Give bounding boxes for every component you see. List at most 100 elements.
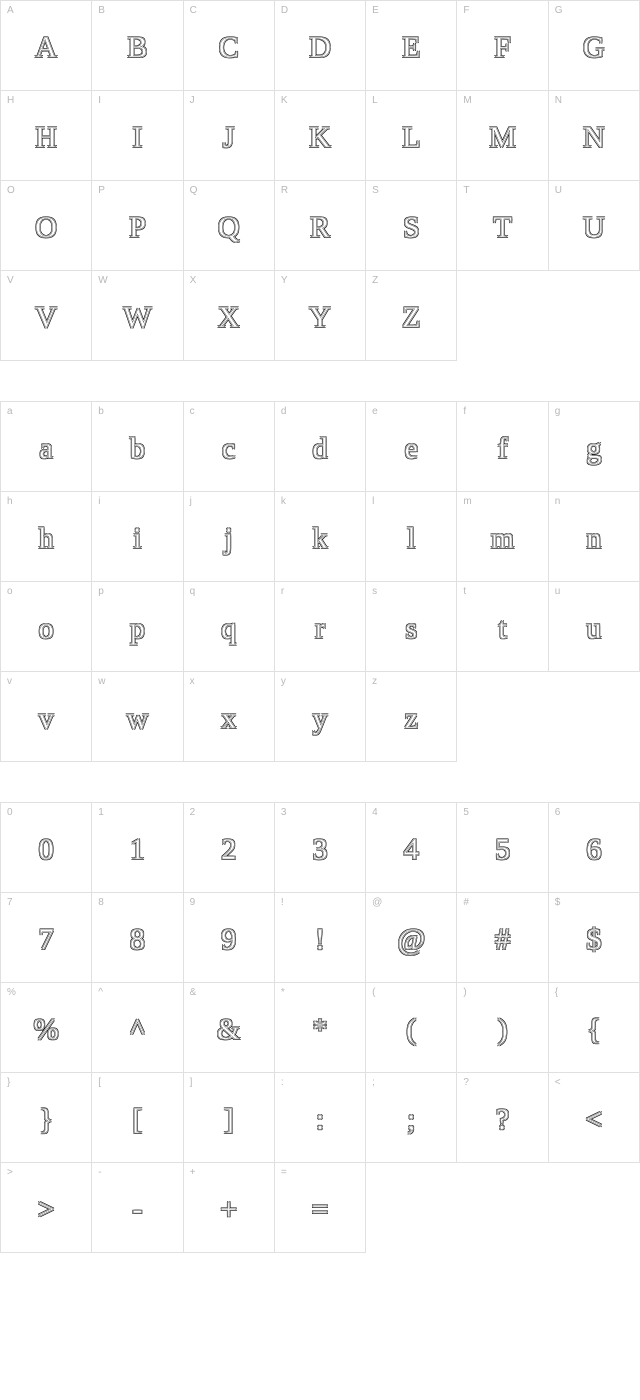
glyph-cell[interactable]: :: xyxy=(275,1073,366,1163)
glyph-cell[interactable]: LL xyxy=(366,91,457,181)
glyph-cell[interactable]: 33 xyxy=(275,803,366,893)
key-label: g xyxy=(555,406,561,417)
glyph-display: H xyxy=(35,123,57,153)
glyph-cell[interactable]: ;; xyxy=(366,1073,457,1163)
glyph-display: r xyxy=(315,614,325,644)
glyph-display: b xyxy=(130,434,145,464)
glyph-cell[interactable]: KK xyxy=(275,91,366,181)
glyph-cell[interactable]: << xyxy=(549,1073,640,1163)
glyph-cell[interactable]: $$ xyxy=(549,893,640,983)
glyph-cell[interactable]: 99 xyxy=(184,893,275,983)
glyph-display: W xyxy=(123,303,151,333)
glyph-cell[interactable]: >> xyxy=(1,1163,92,1253)
glyph-cell[interactable]: (( xyxy=(366,983,457,1073)
glyph-cell[interactable]: PP xyxy=(92,181,183,271)
glyph-cell[interactable]: ?? xyxy=(457,1073,548,1163)
glyph-cell[interactable]: ee xyxy=(366,402,457,492)
glyph-cell[interactable]: 77 xyxy=(1,893,92,983)
glyph-cell[interactable]: 22 xyxy=(184,803,275,893)
key-label: I xyxy=(98,95,101,106)
glyph-cell[interactable]: uu xyxy=(549,582,640,672)
glyph-cell[interactable]: ** xyxy=(275,983,366,1073)
glyph-cell[interactable]: ZZ xyxy=(366,271,457,361)
glyph-cell[interactable]: 44 xyxy=(366,803,457,893)
glyph-display: 6 xyxy=(586,835,601,865)
glyph-cell[interactable]: nn xyxy=(549,492,640,582)
glyph-cell[interactable]: OO xyxy=(1,181,92,271)
glyph-cell[interactable]: 55 xyxy=(457,803,548,893)
glyph-cell[interactable]: ]] xyxy=(184,1073,275,1163)
glyph-cell[interactable]: {{ xyxy=(549,983,640,1073)
glyph-cell[interactable]: ++ xyxy=(184,1163,275,1253)
glyph-display: a xyxy=(39,434,52,464)
glyph-cell[interactable]: qq xyxy=(184,582,275,672)
glyph-cell[interactable]: BB xyxy=(92,1,183,91)
glyph-cell[interactable]: pp xyxy=(92,582,183,672)
glyph-cell[interactable]: zz xyxy=(366,672,457,762)
glyph-cell[interactable]: ^^ xyxy=(92,983,183,1073)
glyph-cell[interactable]: ss xyxy=(366,582,457,672)
glyph-display: + xyxy=(220,1195,237,1225)
glyph-cell[interactable]: EE xyxy=(366,1,457,91)
glyph-cell[interactable]: aa xyxy=(1,402,92,492)
glyph-cell[interactable]: WW xyxy=(92,271,183,361)
glyph-cell[interactable]: cc xyxy=(184,402,275,492)
glyph-cell[interactable]: vv xyxy=(1,672,92,762)
glyph-cell[interactable]: FF xyxy=(457,1,548,91)
key-label: p xyxy=(98,586,104,597)
glyph-cell[interactable]: UU xyxy=(549,181,640,271)
glyph-cell[interactable]: HH xyxy=(1,91,92,181)
glyph-cell[interactable]: TT xyxy=(457,181,548,271)
glyph-cell[interactable]: %% xyxy=(1,983,92,1073)
glyph-cell[interactable]: )) xyxy=(457,983,548,1073)
glyph-cell[interactable]: rr xyxy=(275,582,366,672)
glyph-display: V xyxy=(35,303,57,333)
glyph-cell[interactable]: NN xyxy=(549,91,640,181)
glyph-cell[interactable]: oo xyxy=(1,582,92,672)
key-label: ! xyxy=(281,897,284,908)
glyph-cell[interactable]: xx xyxy=(184,672,275,762)
glyph-cell[interactable]: DD xyxy=(275,1,366,91)
key-label: 6 xyxy=(555,807,561,818)
glyph-cell[interactable]: kk xyxy=(275,492,366,582)
glyph-cell[interactable]: ll xyxy=(366,492,457,582)
glyph-cell[interactable]: gg xyxy=(549,402,640,492)
glyph-cell[interactable]: yy xyxy=(275,672,366,762)
glyph-cell[interactable]: == xyxy=(275,1163,366,1253)
glyph-cell[interactable]: ff xyxy=(457,402,548,492)
key-label: < xyxy=(555,1077,561,1088)
glyph-cell[interactable]: 00 xyxy=(1,803,92,893)
key-label: l xyxy=(372,496,374,507)
glyph-cell[interactable]: AA xyxy=(1,1,92,91)
glyph-cell[interactable]: 88 xyxy=(92,893,183,983)
glyph-cell[interactable]: ii xyxy=(92,492,183,582)
glyph-cell[interactable]: RR xyxy=(275,181,366,271)
glyph-display: ^ xyxy=(130,1015,144,1045)
glyph-cell[interactable]: YY xyxy=(275,271,366,361)
glyph-cell[interactable]: GG xyxy=(549,1,640,91)
glyph-cell[interactable]: JJ xyxy=(184,91,275,181)
glyph-cell[interactable]: ww xyxy=(92,672,183,762)
glyph-cell[interactable]: dd xyxy=(275,402,366,492)
glyph-cell[interactable]: QQ xyxy=(184,181,275,271)
glyph-cell[interactable]: II xyxy=(92,91,183,181)
glyph-cell[interactable]: SS xyxy=(366,181,457,271)
glyph-cell[interactable]: tt xyxy=(457,582,548,672)
glyph-cell[interactable]: bb xyxy=(92,402,183,492)
glyph-cell[interactable]: 11 xyxy=(92,803,183,893)
glyph-cell[interactable]: VV xyxy=(1,271,92,361)
glyph-cell[interactable]: 66 xyxy=(549,803,640,893)
glyph-cell[interactable]: jj xyxy=(184,492,275,582)
glyph-cell[interactable]: mm xyxy=(457,492,548,582)
glyph-cell[interactable]: && xyxy=(184,983,275,1073)
glyph-cell[interactable]: ## xyxy=(457,893,548,983)
glyph-cell[interactable]: CC xyxy=(184,1,275,91)
glyph-cell[interactable]: hh xyxy=(1,492,92,582)
glyph-cell[interactable]: }} xyxy=(1,1073,92,1163)
glyph-cell[interactable]: XX xyxy=(184,271,275,361)
glyph-cell[interactable]: [[ xyxy=(92,1073,183,1163)
glyph-cell[interactable]: !! xyxy=(275,893,366,983)
glyph-cell[interactable]: MM xyxy=(457,91,548,181)
glyph-cell[interactable]: @@ xyxy=(366,893,457,983)
glyph-cell[interactable]: -- xyxy=(92,1163,183,1253)
